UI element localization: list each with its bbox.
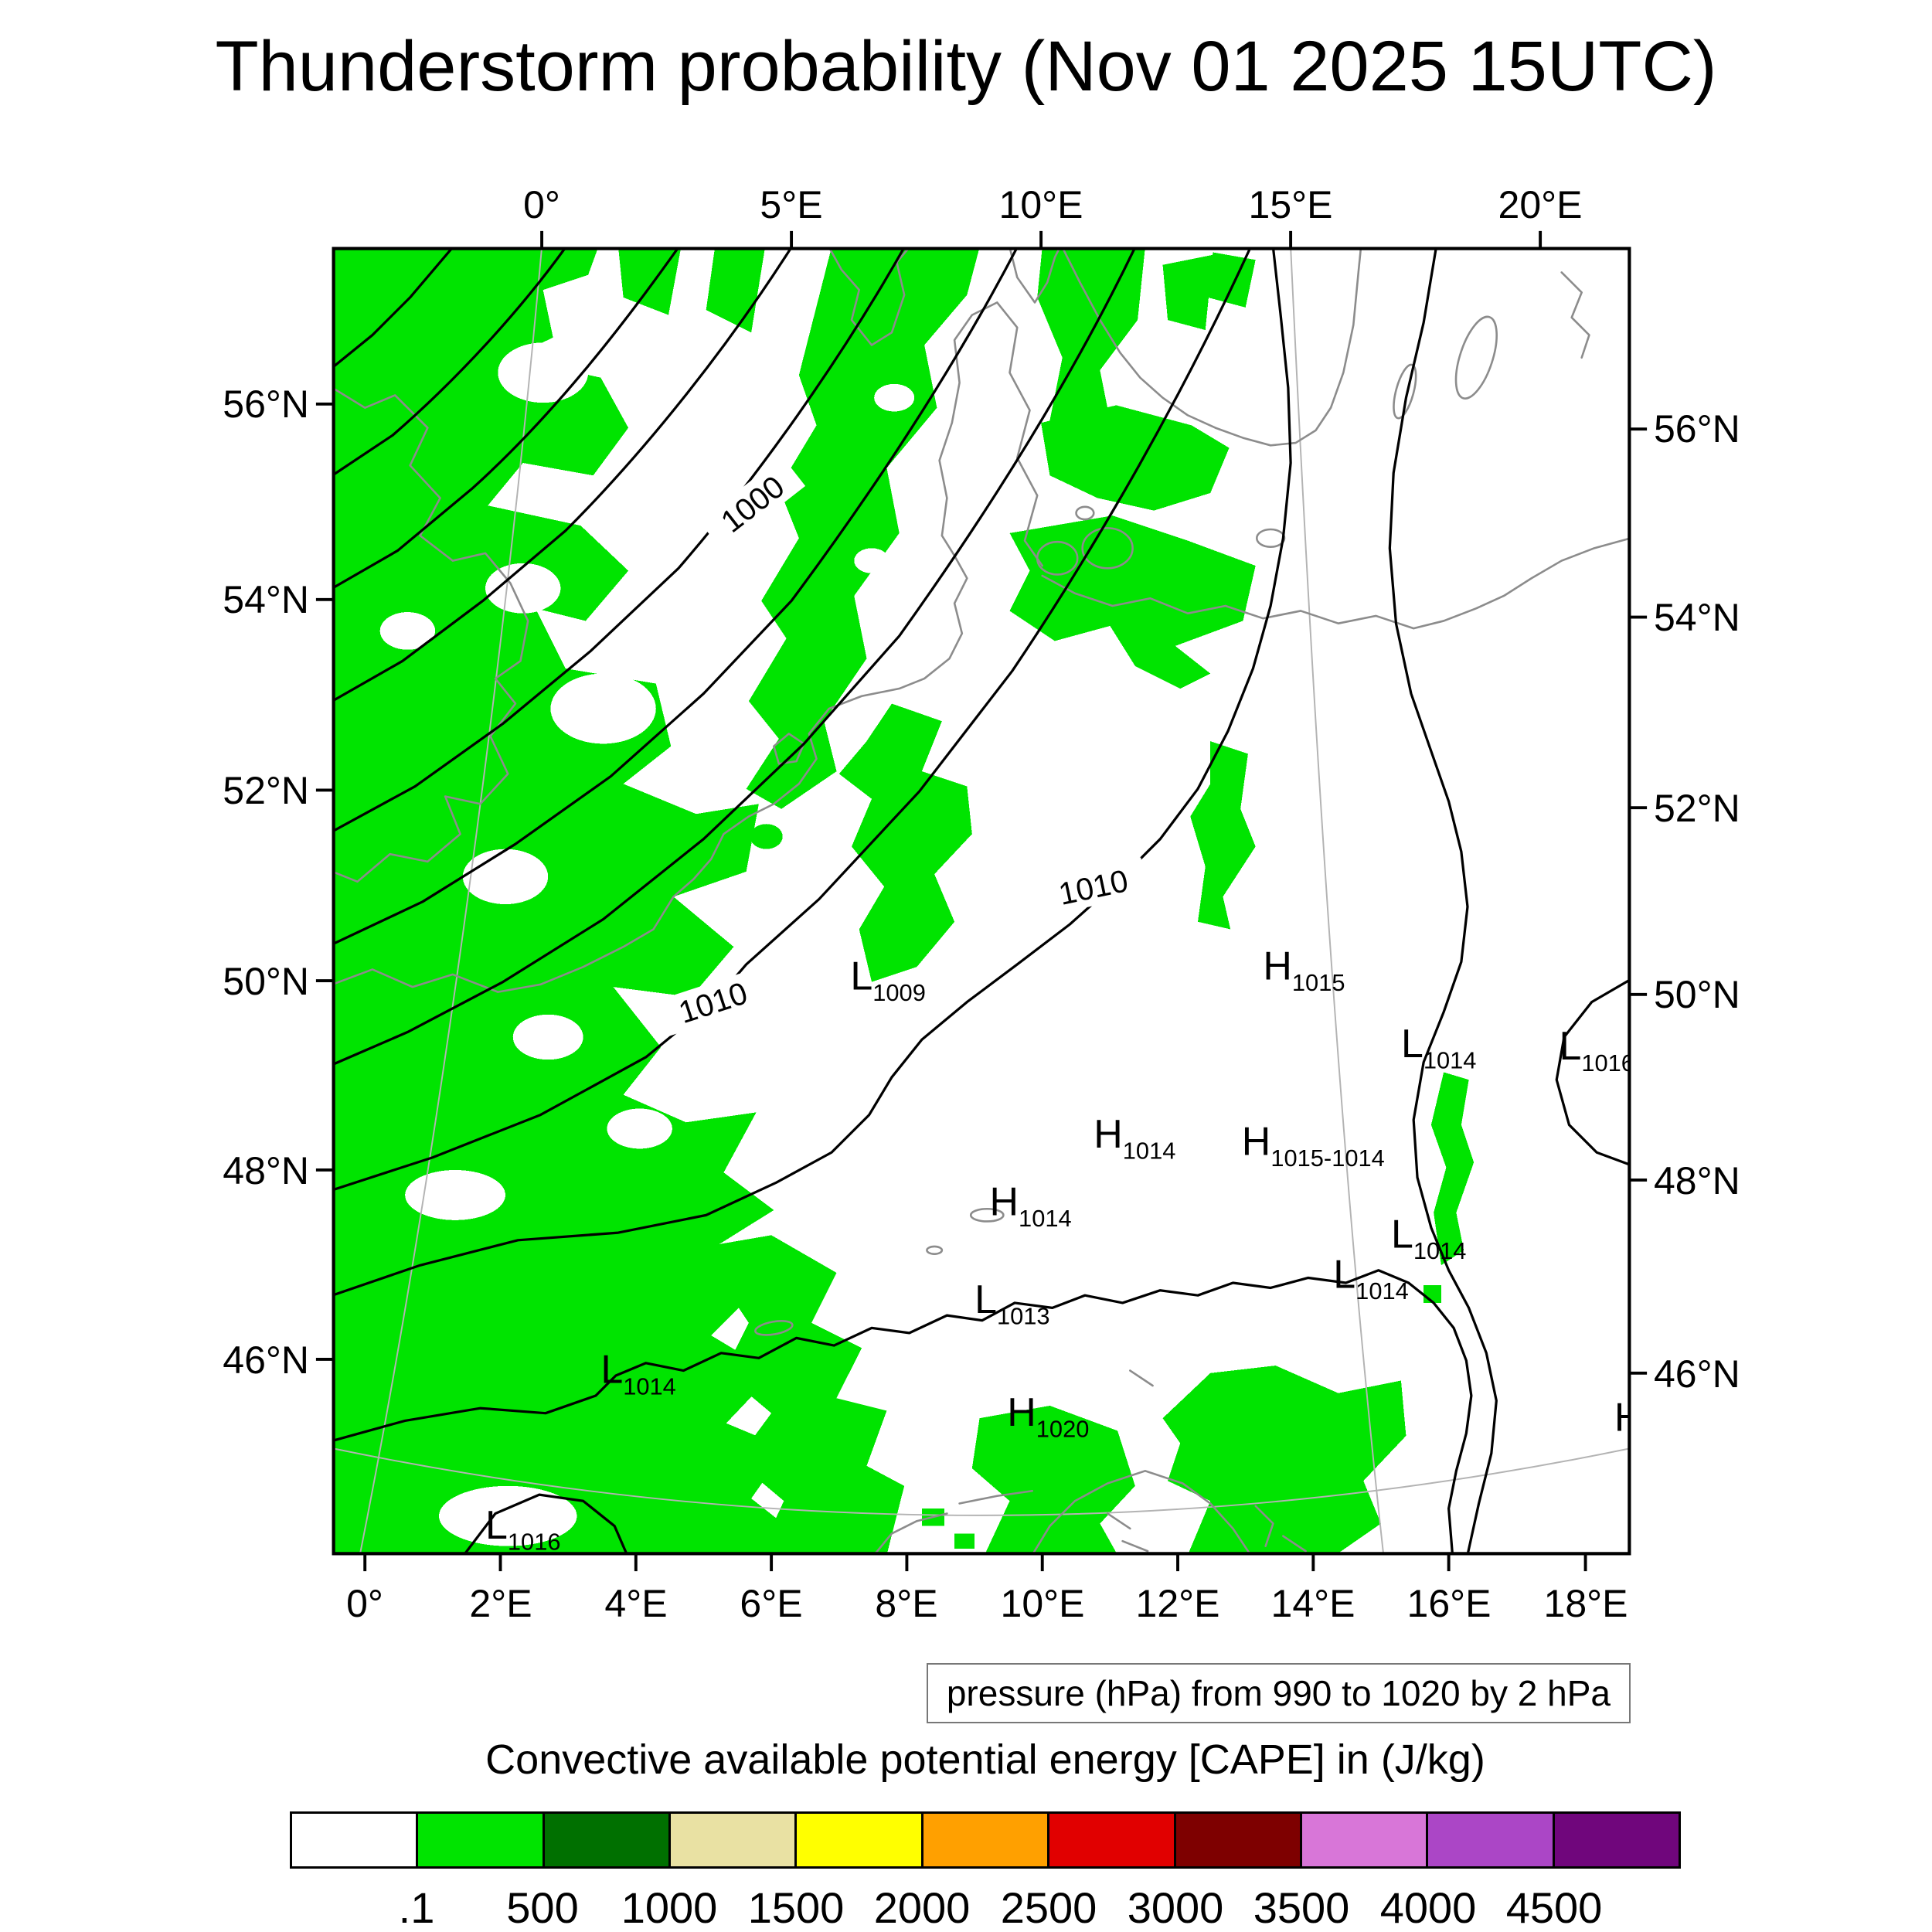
- left-axis-label-3: 50°N: [223, 960, 309, 1003]
- colorbar-tick-labels: .1 500 1000 1500 2000 2500 3000 3500 400…: [0, 1883, 1932, 1932]
- colorbar-cell-6: [1049, 1814, 1176, 1866]
- bottom-axis-label-0: 0°: [346, 1582, 383, 1625]
- right-axis-label-3: 50°N: [1654, 973, 1740, 1016]
- colorbar-tick-label-5: 2500: [1000, 1883, 1097, 1932]
- right-axis-label-5: 46°N: [1654, 1352, 1740, 1396]
- colorbar-cell-7: [1175, 1814, 1302, 1866]
- pressure-center-H-edge: H: [1614, 1395, 1644, 1440]
- right-axis-label-2: 52°N: [1654, 787, 1740, 830]
- pressure-center-H1020: H1020: [1007, 1390, 1089, 1443]
- colorbar-tick-label-9: 4500: [1505, 1883, 1603, 1932]
- left-axis-label-5: 46°N: [223, 1338, 309, 1382]
- coastlines: [332, 247, 1631, 1555]
- pressure-center-L1014-a: L1014: [1401, 1022, 1476, 1074]
- svg-text:1010: 1010: [1056, 862, 1131, 912]
- right-axis-label-4: 48°N: [1654, 1159, 1740, 1202]
- left-axis-label-4: 48°N: [223, 1149, 309, 1192]
- pressure-center-L1016-a: L1016: [1559, 1024, 1634, 1077]
- colorbar-tick-label-2: 1000: [621, 1883, 718, 1932]
- top-axis-label-1: 5°E: [760, 183, 823, 226]
- pressure-center-L1014-c: L1014: [1333, 1252, 1408, 1304]
- axis-tick-marks: [315, 230, 1648, 1572]
- colorbar-title: Convective available potential energy [C…: [485, 1736, 1485, 1783]
- top-axis-label-3: 15°E: [1248, 183, 1333, 226]
- bottom-axis-label-2: 4°E: [604, 1582, 668, 1625]
- map-area: 0° 5°E 10°E 15°E 20°E 0° 2°E 4°E 6°E 8°E…: [223, 183, 1740, 1625]
- bottom-axis-label-7: 14°E: [1270, 1582, 1355, 1625]
- colorbar-cell-1: [418, 1814, 545, 1866]
- colorbar-cell-5: [923, 1814, 1050, 1866]
- bottom-axis-label-1: 2°E: [469, 1582, 532, 1625]
- pressure-center-H1014-a: H1014: [1094, 1112, 1175, 1165]
- pressure-center-H1015-1014: H1015-1014: [1242, 1120, 1385, 1172]
- map-frame: [332, 247, 1631, 1556]
- pressure-center-H1014-b: H1014: [990, 1179, 1072, 1232]
- colorbar-cell-9: [1428, 1814, 1555, 1866]
- colorbar-cell-10: [1554, 1814, 1679, 1866]
- colorbar-cell-0: [292, 1814, 419, 1866]
- colorbar-tick-label-1: 500: [506, 1883, 579, 1932]
- pressure-contours: [332, 247, 1631, 1555]
- page-title: Thunderstorm probability (Nov 01 2025 15…: [215, 27, 1717, 106]
- top-axis-label-4: 20°E: [1498, 183, 1583, 226]
- pressure-center-labels: L1009 H1015 L1014 L1016 H1014 H1015-1014…: [485, 944, 1644, 1556]
- map-canvas: 1000 1010 1010 L1009 H1015 L1014 L1016 H…: [315, 230, 1648, 1572]
- right-axis-label-1: 54°N: [1654, 596, 1740, 639]
- pressure-center-H1015: H1015: [1263, 944, 1345, 996]
- bottom-axis-label-8: 16°E: [1406, 1582, 1492, 1625]
- colorbar-cell-4: [797, 1814, 923, 1866]
- left-axis-label-1: 54°N: [223, 578, 309, 621]
- left-axis-label-0: 56°N: [223, 383, 309, 426]
- pressure-center-L1016-b: L1016: [485, 1503, 560, 1556]
- colorbar: [290, 1811, 1681, 1869]
- top-axis-label-2: 10°E: [998, 183, 1083, 226]
- bottom-axis-label-5: 10°E: [1000, 1582, 1085, 1625]
- bottom-axis-label-9: 18°E: [1543, 1582, 1628, 1625]
- colorbar-cell-2: [544, 1814, 672, 1866]
- right-axis-label-0: 56°N: [1654, 407, 1740, 451]
- bottom-axis-label-6: 12°E: [1135, 1582, 1220, 1625]
- bottom-axis-label-4: 8°E: [875, 1582, 938, 1625]
- colorbar-tick-label-3: 1500: [747, 1883, 845, 1932]
- top-axis-label-0: 0°: [523, 183, 560, 226]
- left-axis-label-2: 52°N: [223, 769, 309, 812]
- colorbar-tick-label-4: 2000: [873, 1883, 971, 1932]
- pressure-center-L1014-b: L1014: [1391, 1213, 1466, 1265]
- pressure-center-L1014-d: L1014: [600, 1348, 675, 1400]
- graticule-lines: [332, 247, 1631, 1555]
- colorbar-cell-3: [671, 1814, 798, 1866]
- colorbar-tick-label-8: 4000: [1379, 1883, 1477, 1932]
- colorbar-tick-label-0: .1: [398, 1883, 435, 1932]
- bottom-axis-label-3: 6°E: [740, 1582, 803, 1625]
- colorbar-tick-label-6: 3000: [1127, 1883, 1224, 1932]
- colorbar-cell-8: [1301, 1814, 1429, 1866]
- contour-label-1010-center: 1010: [1037, 857, 1149, 917]
- pressure-center-L1009: L1009: [850, 954, 925, 1006]
- pressure-center-L1013: L1013: [975, 1277, 1049, 1330]
- pressure-caption-text: pressure (hPa) from 990 to 1020 by 2 hPa: [946, 1673, 1611, 1713]
- pressure-caption-box: pressure (hPa) from 990 to 1020 by 2 hPa: [926, 1663, 1631, 1723]
- colorbar-tick-label-7: 3500: [1253, 1883, 1350, 1932]
